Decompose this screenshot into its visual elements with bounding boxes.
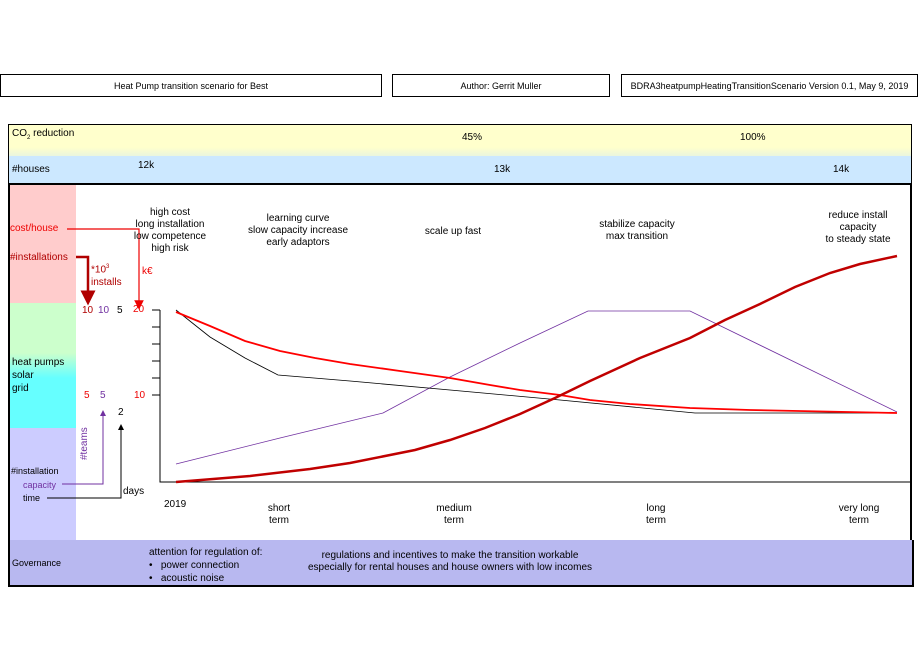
co2-45: 45% — [462, 132, 483, 143]
houses-row — [8, 156, 912, 183]
teams-arrow — [62, 410, 106, 485]
tech-band — [10, 303, 76, 428]
axes — [152, 309, 910, 483]
version-box: BDRA3heatpumpHeatingTransitionScenario V… — [621, 74, 918, 97]
governance-text: regulations and incentives to make the t… — [307, 550, 593, 573]
days-label: days — [123, 486, 145, 497]
x-label: short term — [267, 503, 291, 526]
cost-curve — [175, 311, 898, 414]
tick-teams-5: 5 — [100, 390, 106, 401]
installation-label: #installation — [11, 466, 59, 476]
x-start: 2019 — [164, 499, 187, 510]
tick-installs-5: 5 — [84, 390, 90, 401]
y-ticks — [152, 309, 160, 396]
time-label: time — [23, 493, 41, 503]
cost-band — [10, 185, 76, 303]
co2-label: CO2 reduction — [12, 128, 75, 141]
tick-days-5: 5 — [117, 305, 123, 316]
installations-label: #installations — [10, 252, 68, 263]
phase-note: scale up fast — [424, 226, 482, 237]
y-axis — [159, 310, 910, 483]
houses-14k: 14k — [833, 164, 850, 175]
houses-12k: 12k — [138, 160, 155, 171]
co2-100: 100% — [740, 132, 766, 143]
time-curve — [175, 309, 897, 414]
tick-teams-10: 10 — [98, 305, 110, 316]
cost-house-label: cost/house — [10, 223, 59, 234]
days-arrow — [47, 424, 124, 499]
phase-note: learning curve slow capacity increase earl… — [247, 213, 349, 248]
x-label: long term — [646, 503, 666, 526]
co2-row — [8, 124, 912, 157]
title-box: Heat Pump transition scenario for Best — [0, 74, 382, 97]
teams-curve — [175, 310, 898, 465]
tech-labels: heat pumps solar grid — [12, 357, 65, 394]
governance-attention: attention for regulation of: • power con… — [149, 547, 263, 584]
title: Heat Pump transition scenario for Best — [113, 80, 269, 91]
x-label: very long term — [838, 503, 880, 526]
version: BDRA3heatpumpHeatingTransitionScenario V… — [630, 80, 909, 91]
phase-note: reduce install capacity to steady state — [825, 210, 891, 245]
houses-13k: 13k — [494, 164, 511, 175]
governance-row — [8, 540, 914, 587]
author: Author: Gerrit Muller — [460, 80, 542, 91]
installations-curve — [175, 254, 898, 484]
phase-note: stabilize capacity max transition — [599, 219, 675, 242]
author-box: Author: Gerrit Muller — [392, 74, 610, 97]
governance-label: Governance — [12, 558, 62, 568]
tick-cost-10: 10 — [134, 390, 146, 401]
tick-installs-10: 10 — [82, 305, 94, 316]
tick-days-2: 2 — [118, 407, 124, 418]
keuro-unit: k€ — [142, 266, 153, 277]
phase-note: high cost long installation low competence… — [133, 207, 207, 254]
installs-arrow — [76, 255, 96, 306]
cost-arrow — [67, 228, 144, 310]
houses-label: #houses — [12, 164, 50, 175]
capacity-label: capacity — [23, 480, 57, 490]
installs-unit: *103 installs — [91, 264, 122, 289]
x-label: medium term — [436, 503, 472, 526]
